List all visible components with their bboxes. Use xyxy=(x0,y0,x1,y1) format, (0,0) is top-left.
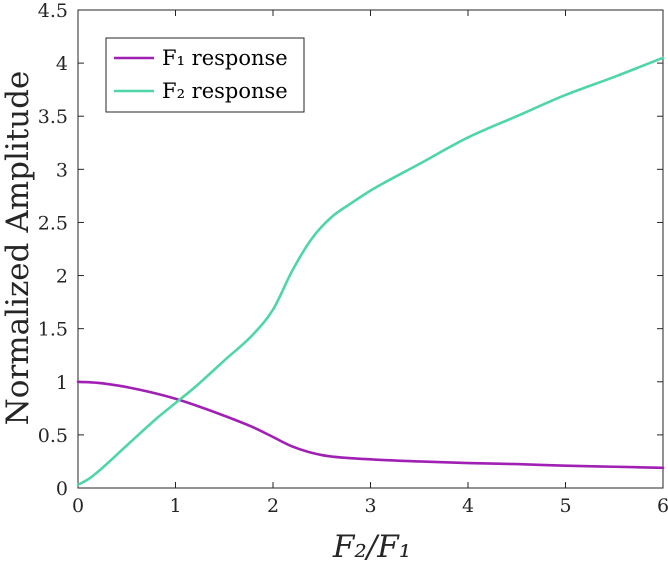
x-tick-label: 5 xyxy=(559,495,571,517)
legend: F₁ response F₂ response xyxy=(105,37,305,113)
y-tick-label: 1.5 xyxy=(38,319,68,341)
x-tick-label: 1 xyxy=(169,495,181,517)
series-line-1 xyxy=(76,380,665,470)
series-line-2 xyxy=(76,56,665,487)
y-tick-label: 2 xyxy=(56,266,68,288)
legend-label-1: F₁ response xyxy=(162,46,288,70)
y-axis-label: Normalized Amplitude xyxy=(0,71,36,426)
y-tick-label: 4 xyxy=(56,53,68,75)
y-tick-label: 3 xyxy=(56,159,68,181)
x-tick-label: 4 xyxy=(462,495,474,517)
legend-label-2: F₂ response xyxy=(162,79,288,103)
y-tick-label: 3.5 xyxy=(38,106,68,128)
x-axis-label: F₂/F₁ xyxy=(332,529,411,563)
x-tick-label: 3 xyxy=(364,495,376,517)
y-tick-label: 2.5 xyxy=(38,212,68,234)
x-axis-ticks: 0 1 2 3 4 5 6 xyxy=(72,10,668,517)
x-tick-label: 0 xyxy=(72,495,84,517)
x-tick-label: 6 xyxy=(657,495,668,517)
y-tick-label: 0.5 xyxy=(38,425,68,447)
y-tick-label: 1 xyxy=(56,372,68,394)
y-tick-label: 0 xyxy=(56,478,68,500)
series-layer xyxy=(76,56,665,487)
legend-box xyxy=(105,37,305,113)
x-tick-label: 2 xyxy=(267,495,279,517)
y-axis-ticks: 0 0.5 1 1.5 2 2.5 3 3.5 4 4.5 xyxy=(38,0,663,500)
y-tick-label: 4.5 xyxy=(38,0,68,22)
